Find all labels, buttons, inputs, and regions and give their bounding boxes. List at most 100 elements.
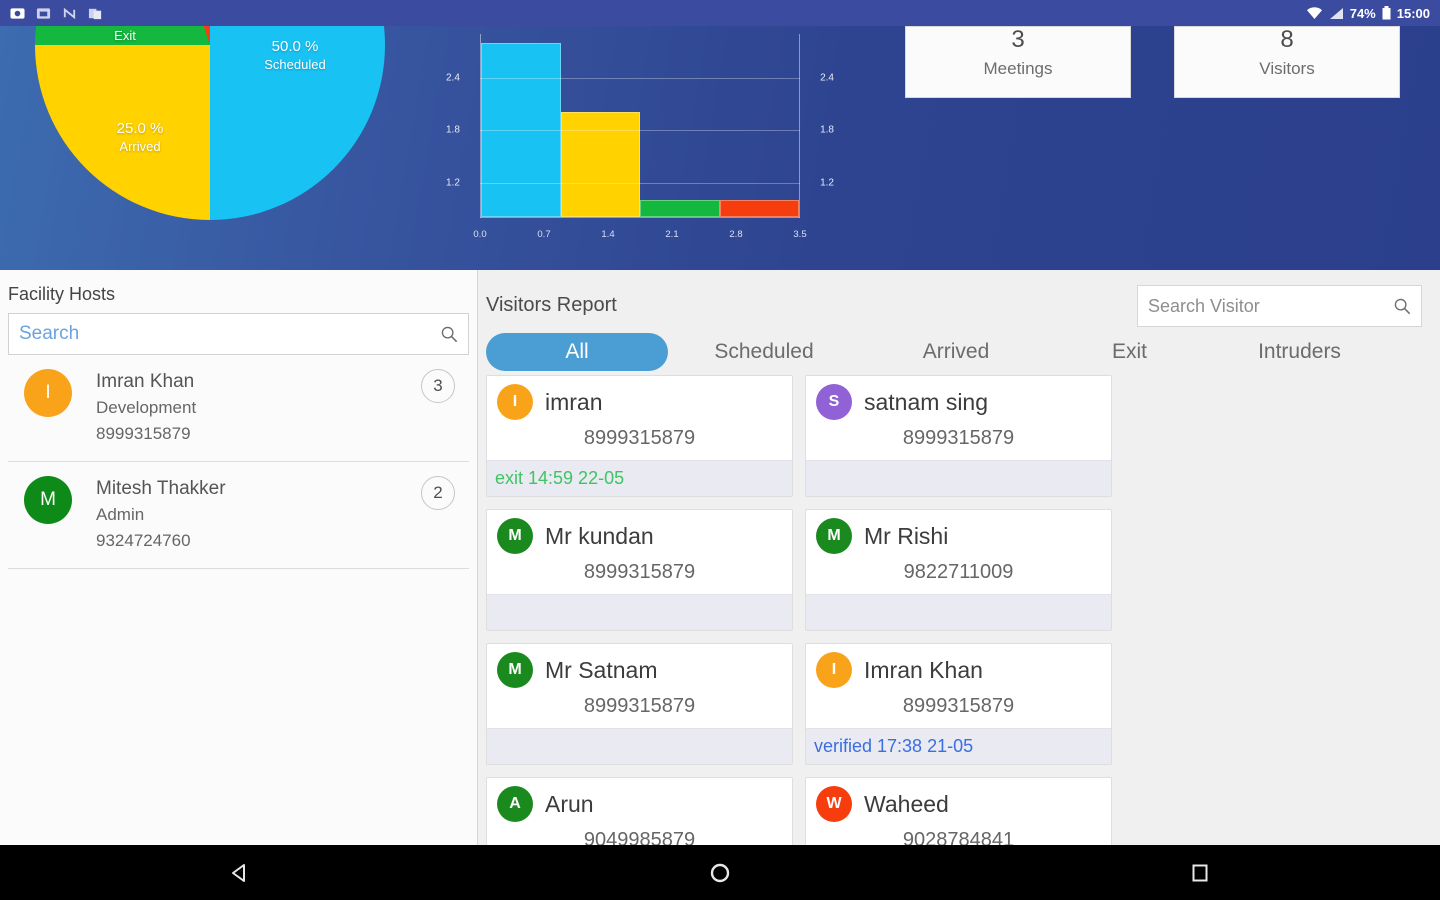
visitors-stat-card[interactable]: 8 Visitors (1174, 26, 1400, 98)
visitor-phone: 8999315879 (902, 427, 1015, 449)
host-list-item[interactable]: M Mitesh Thakker Admin 9324724760 2 (8, 462, 469, 569)
bar-chart-gridline (480, 130, 800, 132)
facility-hosts-panel: Facility Hosts I Imran Khan Development 899… (0, 270, 478, 845)
recents-icon[interactable] (1187, 860, 1213, 886)
visitor-phone: 8999315879 (902, 695, 1015, 717)
host-phone: 8999315879 (96, 424, 191, 443)
visitor-status (487, 728, 792, 764)
bar-chart-bar (640, 199, 720, 217)
pie-label-exit: Exit (70, 28, 180, 44)
tab-intruders[interactable]: Intruders (1258, 340, 1341, 363)
meetings-label: Meetings (983, 59, 1053, 78)
visitor-search-box[interactable] (1137, 285, 1422, 327)
host-department: Development (96, 398, 197, 417)
status-notification-icons (10, 6, 103, 21)
host-visitor-count-badge: 2 (421, 476, 455, 510)
visitor-status (806, 594, 1111, 630)
bar-chart-y-tick: 2.4 (446, 72, 460, 84)
pie-label-arrived: 25.0 % Arrived (80, 120, 200, 155)
facility-hosts-list: I Imran Khan Development 8999315879 3 M Mitesh… (0, 355, 477, 569)
tab-scheduled[interactable]: Scheduled (714, 340, 814, 363)
bar-chart-x-tick: 0.0 (473, 229, 487, 240)
back-icon[interactable] (227, 860, 253, 886)
visitor-name: imran (545, 388, 603, 415)
pie-label-arrived-pct: 25.0 % (116, 120, 164, 137)
visitor-status-pie-chart: 50.0 % Scheduled 25.0 % Arrived Exit (35, 0, 385, 220)
home-button[interactable] (480, 860, 960, 886)
tab-all[interactable]: All (486, 333, 668, 371)
clock: 15:00 (1396, 5, 1430, 21)
visitor-status: exit 14:59 22-05 (487, 460, 792, 496)
tab-exit[interactable]: Exit (1111, 340, 1147, 363)
search-icon[interactable] (440, 325, 458, 343)
visitor-name: Arun (545, 790, 594, 817)
visitor-phone: 9822711009 (903, 561, 1014, 583)
meetings-stat-card[interactable]: 3 Meetings (905, 26, 1131, 98)
tab-arrived[interactable]: Arrived (922, 340, 990, 363)
facility-hosts-title: Facility Hosts (8, 284, 116, 304)
visitor-card[interactable]: M Mr kundan 8999315879 (486, 509, 793, 631)
bar-chart-y-tick: 1.2 (820, 177, 834, 189)
visitor-filter-tabs: All Scheduled Arrived Exit Intruders (486, 332, 1440, 372)
bar-chart-plot: 1.2 1.2 1.8 1.8 2.4 2.4 0.0 0.7 1.4 2.1 2.8 3.5 (446, 34, 834, 240)
visitor-phone: 8999315879 (583, 695, 696, 717)
host-phone: 9324724760 (96, 531, 191, 550)
bar-chart-gridline (480, 182, 800, 184)
visitor-name: Mr kundan (545, 522, 654, 549)
host-name: Mitesh Thakker (96, 478, 226, 499)
visitors-label: Visitors (1259, 59, 1315, 78)
visitor-name: Mr Satnam (545, 656, 658, 683)
avatar: I (497, 384, 533, 420)
wifi-icon (1306, 7, 1322, 19)
visitor-card[interactable]: M Mr Satnam 8999315879 (486, 643, 793, 765)
visitor-status (806, 460, 1111, 496)
host-search-input[interactable] (19, 323, 440, 345)
host-search-box[interactable] (8, 313, 469, 355)
pie-label-exit-name: Exit (114, 28, 136, 43)
pie-label-scheduled-name: Scheduled (264, 56, 326, 72)
visitors-count: 8 (1280, 26, 1294, 53)
host-department: Admin (96, 505, 145, 524)
visitor-name: Imran Khan (864, 656, 983, 683)
avatar: W (816, 786, 852, 822)
visitor-card[interactable]: M Mr Rishi 9822711009 (805, 509, 1112, 631)
visitor-phone: 8999315879 (583, 561, 696, 583)
meetings-count: 3 (1011, 26, 1025, 53)
pie-label-scheduled: 50.0 % Scheduled (235, 38, 355, 73)
home-icon[interactable] (707, 860, 733, 886)
avatar: M (24, 476, 72, 524)
visitor-name: satnam sing (864, 388, 989, 415)
avatar: M (497, 652, 533, 688)
visitors-report-panel: Visitors Report All Scheduled Arrived Ex… (478, 270, 1440, 899)
avatar: S (816, 384, 852, 420)
search-icon[interactable] (1393, 297, 1411, 315)
visitor-status (487, 594, 792, 630)
avatar: I (24, 369, 72, 417)
bar-chart-gridline (480, 77, 800, 79)
visitor-status: verified 17:38 21-05 (806, 728, 1111, 764)
visitor-count-bar-chart: 1.2 1.2 1.8 1.8 2.4 2.4 0.0 0.7 1.4 2.1 2.8 3.5 (440, 26, 840, 246)
bar-chart-y-tick: 1.8 (820, 124, 834, 136)
bar-chart-x-tick: 2.1 (665, 229, 679, 240)
recents-button[interactable] (960, 860, 1440, 886)
host-name: Imran Khan (96, 371, 195, 392)
host-list-item[interactable]: I Imran Khan Development 8999315879 3 (8, 355, 469, 462)
bar-chart-y-tick: 1.2 (446, 177, 460, 189)
save-icon (36, 7, 51, 19)
back-button[interactable] (0, 860, 480, 886)
visitor-name: Mr Rishi (864, 522, 949, 549)
bar-chart-bar (719, 199, 799, 217)
avatar: M (816, 518, 852, 554)
avatar: M (497, 518, 533, 554)
bar-chart-bar (481, 42, 561, 217)
bar-chart-x-tick: 3.5 (793, 229, 807, 240)
visitor-card[interactable]: I Imran Khan 8999315879 verified 17:38 21-0… (805, 643, 1112, 765)
avatar: I (816, 652, 852, 688)
signal-icon (1329, 7, 1343, 19)
visitors-report-title: Visitors Report (486, 294, 617, 316)
visitor-search-input[interactable] (1148, 295, 1393, 317)
android-status-bar: 74% 15:00 (0, 0, 1440, 26)
